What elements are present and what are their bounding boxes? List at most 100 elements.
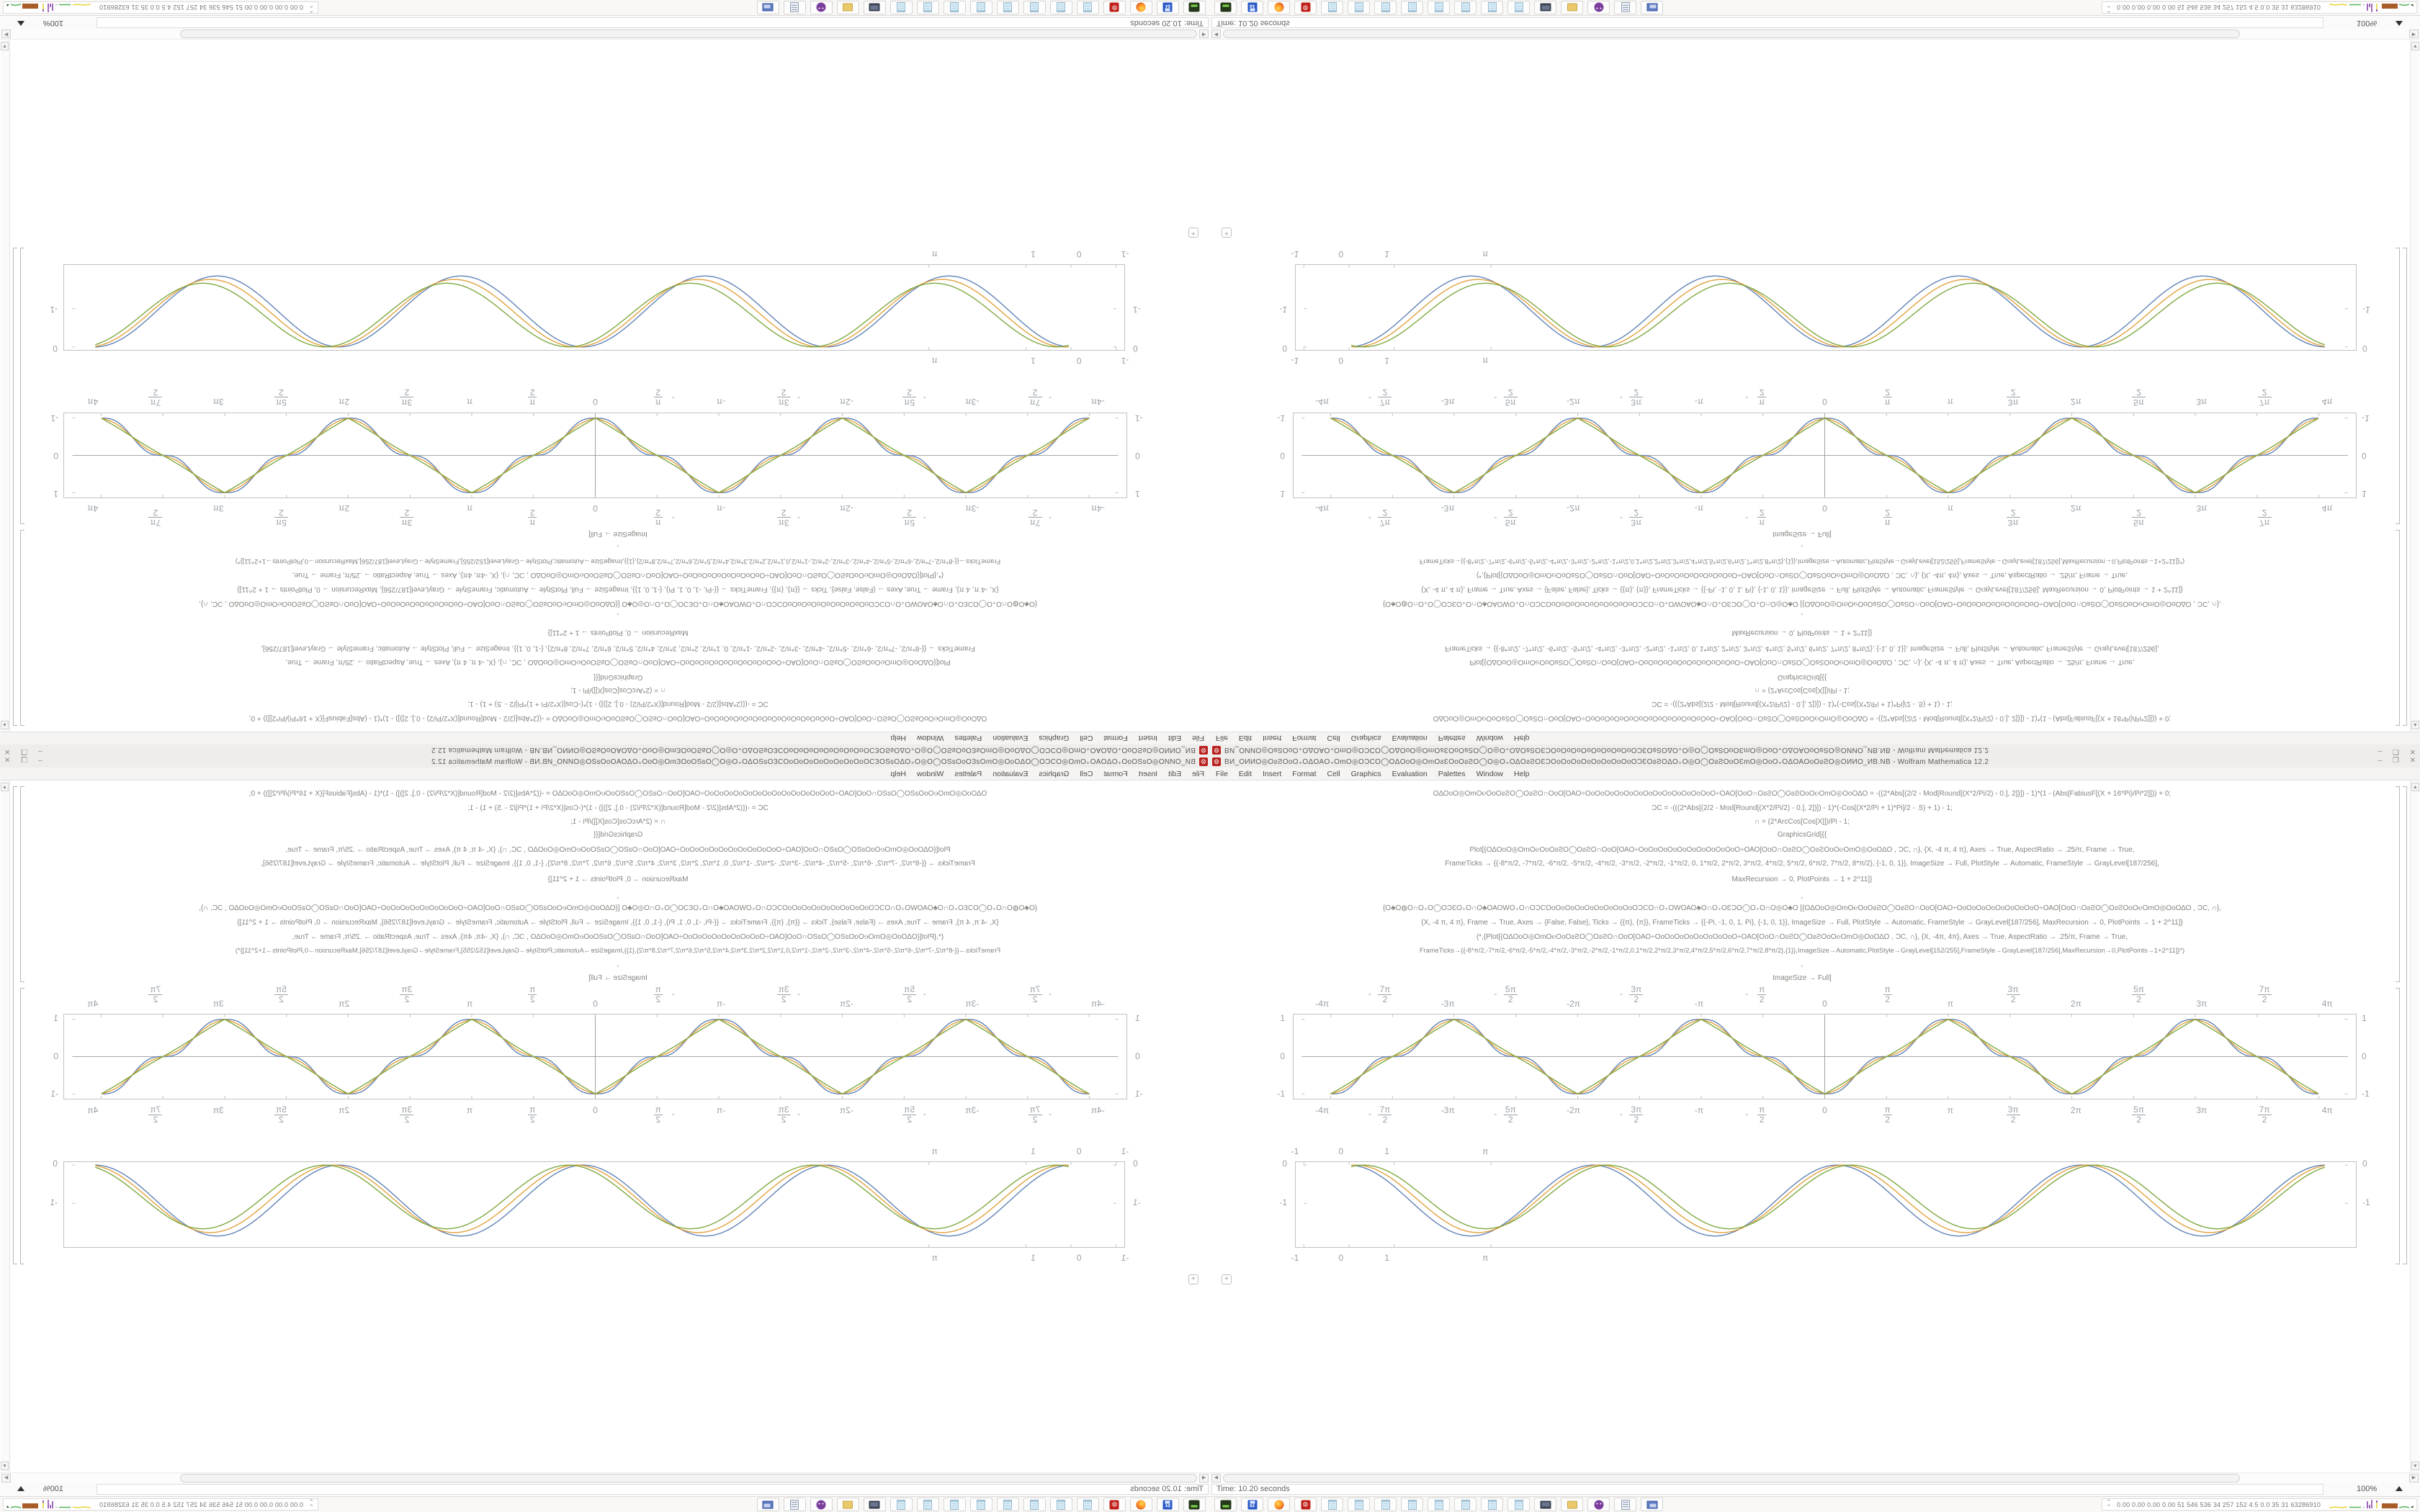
taskbar-icon-note[interactable] <box>1481 1 1503 14</box>
menu-palettes[interactable]: Palettes <box>1438 769 1466 778</box>
scroll-left-icon[interactable]: ◀ <box>1199 1474 1209 1482</box>
system-monitor-widget[interactable]: ⌃ ⌃ 0.00 0.00 0.00 0.00 51 546 536 34 257… <box>2102 1498 2417 1511</box>
output-cell-bracket[interactable] <box>2396 988 2400 1264</box>
taskbar-icon-floppy64[interactable]: 64 <box>1157 1498 1179 1511</box>
taskbar-icon-gear[interactable]: ⚙ <box>1103 1498 1126 1511</box>
taskbar-icon-note[interactable] <box>1321 1 1343 14</box>
taskbar-icon-note[interactable] <box>944 1 966 14</box>
window-titlebar[interactable]: ⚙ ВИ_ОИИО◎ОƨƧОοО₊ОΔОΑО₊ОmО◎ОϽϹО◯ОΔОοО◎Оm… <box>0 744 1210 756</box>
magnification-popup-icon[interactable] <box>2396 21 2403 26</box>
horizontal-scrollbar[interactable]: ◀ ▶ <box>0 29 1210 40</box>
menu-window[interactable]: Window <box>916 734 944 743</box>
taskbar-icon-note[interactable] <box>1401 1 1423 14</box>
vertical-scrollbar[interactable]: ▲ ▼ <box>1 780 10 1472</box>
system-monitor-widget[interactable]: ⌃ ⌃ 0.00 0.00 0.00 0.00 51 546 536 34 257… <box>3 1 318 14</box>
notebook-content[interactable]: + ▲ ▼ ΟΔΟοΟ◎ΟmΟ℮ΟοΟƨƧΟ◯ΟƨƧΟ∩ΟοΟ[ΟΑΟ÷ΟοΟο… <box>0 40 1210 732</box>
taskbar-icon-note[interactable] <box>890 1498 913 1511</box>
magnification-value[interactable]: 100% <box>2357 19 2378 27</box>
taskbar-icon-drive[interactable] <box>1183 1 1206 14</box>
taskbar-icon-note[interactable] <box>997 1 1019 14</box>
taskbar-icon-note[interactable] <box>1374 1498 1397 1511</box>
taskbar-icon-folder[interactable] <box>837 1 859 14</box>
menu-insert[interactable]: Insert <box>1138 769 1157 778</box>
taskbar-icon-note[interactable] <box>1481 1498 1503 1511</box>
menu-file[interactable]: File <box>1192 734 1204 743</box>
cell-group-bracket[interactable] <box>2403 248 2407 726</box>
taskbar-icon-note[interactable] <box>1374 1 1397 14</box>
taskbar-icon-floppy64[interactable]: 64 <box>1241 1498 1263 1511</box>
menu-edit[interactable]: Edit <box>1168 769 1182 778</box>
taskbar-icon-note[interactable] <box>944 1498 966 1511</box>
cell-insert-button[interactable]: + <box>1222 1274 1232 1284</box>
menu-palettes[interactable]: Palettes <box>954 734 982 743</box>
taskbar-icon-scroll[interactable] <box>784 1 806 14</box>
restore-button[interactable]: ❐ <box>2392 757 2399 765</box>
cell-group-bracket[interactable] <box>13 786 17 1264</box>
taskbar-icon-chat[interactable] <box>1587 1 1610 14</box>
taskbar-icon-note[interactable] <box>970 1 992 14</box>
taskbar-icon-firefox[interactable] <box>1268 1 1290 14</box>
system-monitor-widget[interactable]: ⌃ ⌃ 0.00 0.00 0.00 0.00 51 546 536 34 257… <box>3 1498 318 1511</box>
scroll-down-icon[interactable]: ▼ <box>2411 1462 2419 1470</box>
menu-format[interactable]: Format <box>1292 769 1317 778</box>
restore-button[interactable]: ❐ <box>21 747 28 755</box>
taskbar-icon-display[interactable] <box>757 1 779 14</box>
close-button[interactable]: ✕ <box>4 747 11 755</box>
horizontal-scroll-thumb[interactable] <box>180 1474 1197 1482</box>
horizontal-scroll-thumb[interactable] <box>1223 30 2240 38</box>
cell-insert-button[interactable]: + <box>1188 228 1198 238</box>
minimize-button[interactable]: – <box>2378 757 2383 765</box>
vertical-scrollbar[interactable]: ▲ ▼ <box>2410 40 2419 732</box>
scroll-left-icon[interactable]: ◀ <box>1199 30 1209 38</box>
taskbar-icon-note[interactable] <box>890 1 913 14</box>
taskbar-icon-note[interactable] <box>1401 1498 1423 1511</box>
input-cell-bracket[interactable] <box>20 786 24 982</box>
menu-window[interactable]: Window <box>1476 769 1504 778</box>
system-monitor-widget[interactable]: ⌃ ⌃ 0.00 0.00 0.00 0.00 51 546 536 34 257… <box>2102 1 2417 14</box>
menu-format[interactable]: Format <box>1103 734 1128 743</box>
scroll-right-icon[interactable]: ▶ <box>2409 30 2419 38</box>
input-cell-bracket[interactable] <box>2396 786 2400 982</box>
taskbar-icon-note[interactable] <box>1321 1498 1343 1511</box>
menu-help[interactable]: Help <box>1514 769 1530 778</box>
menu-cell[interactable]: Cell <box>1080 769 1093 778</box>
taskbar-icon-note[interactable] <box>1454 1498 1476 1511</box>
taskbar-icon-scroll[interactable] <box>1614 1 1636 14</box>
close-button[interactable]: ✕ <box>2409 757 2416 765</box>
menu-evaluation[interactable]: Evaluation <box>1392 734 1428 743</box>
vertical-scrollbar[interactable]: ▲ ▼ <box>1 40 10 732</box>
horizontal-scrollbar[interactable]: ◀ ▶ <box>0 1472 1210 1483</box>
taskbar-icon-firefox[interactable] <box>1130 1 1152 14</box>
notebook-content[interactable]: + ▲ ▼ ΟΔΟοΟ◎ΟmΟ℮ΟοΟƨƧΟ◯ΟƨƧΟ∩ΟοΟ[ΟΑΟ÷ΟοΟο… <box>1210 780 2420 1472</box>
taskbar-icon-screen[interactable] <box>1534 1498 1556 1511</box>
taskbar-icon-chat[interactable] <box>1587 1498 1610 1511</box>
taskbar-icon-note[interactable] <box>970 1498 992 1511</box>
menu-format[interactable]: Format <box>1103 769 1128 778</box>
taskbar-icon-firefox[interactable] <box>1130 1498 1152 1511</box>
horizontal-scrollbar[interactable]: ◀ ▶ <box>1210 29 2420 40</box>
restore-button[interactable]: ❐ <box>2392 747 2399 755</box>
scroll-right-icon[interactable]: ▶ <box>1 1474 11 1482</box>
minimize-button[interactable]: – <box>2378 747 2383 755</box>
monitor-expand-icon[interactable]: ⌃ ⌃ <box>308 1498 314 1511</box>
menu-cell[interactable]: Cell <box>1080 734 1093 743</box>
output-cell-bracket[interactable] <box>2396 248 2400 524</box>
magnification-value[interactable]: 100% <box>2357 1485 2378 1493</box>
magnification-popup-icon[interactable] <box>17 1486 24 1491</box>
taskbar-icon-note[interactable] <box>1077 1 1099 14</box>
output-cell-bracket[interactable] <box>20 248 24 524</box>
taskbar-icon-note[interactable] <box>997 1498 1019 1511</box>
scroll-up-icon[interactable]: ▲ <box>1 783 9 791</box>
magnification-popup-icon[interactable] <box>2396 1486 2403 1491</box>
menu-file[interactable]: File <box>1216 769 1228 778</box>
menu-help[interactable]: Help <box>1514 734 1530 743</box>
menu-evaluation[interactable]: Evaluation <box>1392 769 1428 778</box>
taskbar-icon-note[interactable] <box>1507 1 1530 14</box>
cell-insert-button[interactable]: + <box>1222 228 1232 238</box>
menu-palettes[interactable]: Palettes <box>1438 734 1466 743</box>
taskbar-icon-folder[interactable] <box>1561 1498 1583 1511</box>
minimize-button[interactable]: – <box>37 747 42 755</box>
scroll-left-icon[interactable]: ◀ <box>1211 1474 1221 1482</box>
minimize-button[interactable]: – <box>37 757 42 765</box>
menu-file[interactable]: File <box>1192 769 1204 778</box>
